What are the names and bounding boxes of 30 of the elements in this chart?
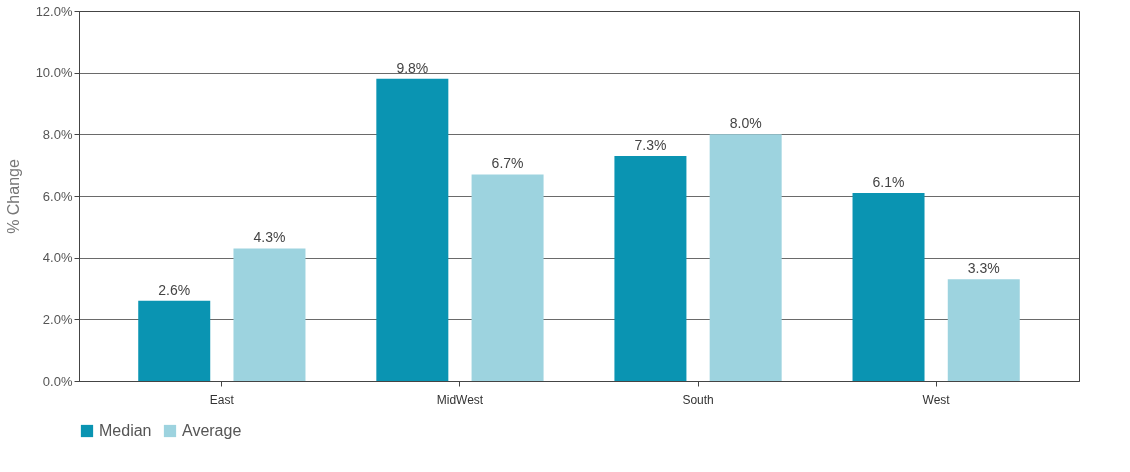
bar (852, 192, 925, 381)
data-label: 6.1% (872, 173, 905, 190)
y-axis-title: % Change (4, 159, 22, 234)
bar (138, 300, 211, 381)
y-tick-label: 8.0% (42, 126, 73, 142)
x-tick-label: West (922, 392, 951, 407)
data-label: 9.8% (396, 59, 429, 76)
bar (614, 155, 687, 381)
data-label: 8.0% (729, 115, 762, 132)
y-tick-label: 4.0% (42, 250, 73, 266)
y-tick-label: 2.0% (42, 311, 73, 327)
y-tick-label: 12.0% (35, 3, 73, 19)
x-tick-label: MidWest (436, 392, 484, 407)
bar (376, 78, 449, 381)
y-tick-label: 6.0% (42, 188, 73, 204)
bar (709, 134, 782, 381)
data-label: 2.6% (158, 281, 191, 298)
legend-label: Median (99, 422, 152, 439)
data-label: 4.3% (253, 229, 286, 246)
x-tick-label: East (209, 392, 235, 407)
legend-label: Average (182, 422, 242, 439)
y-tick-label: 0.0% (42, 373, 73, 389)
bar (233, 248, 306, 381)
data-label: 7.3% (634, 136, 667, 153)
bar (471, 174, 544, 381)
data-label: 3.3% (967, 260, 1000, 277)
x-tick-label: South (682, 392, 714, 407)
bar (947, 279, 1020, 381)
y-tick-label: 10.0% (35, 65, 73, 81)
data-label: 6.7% (491, 155, 524, 172)
